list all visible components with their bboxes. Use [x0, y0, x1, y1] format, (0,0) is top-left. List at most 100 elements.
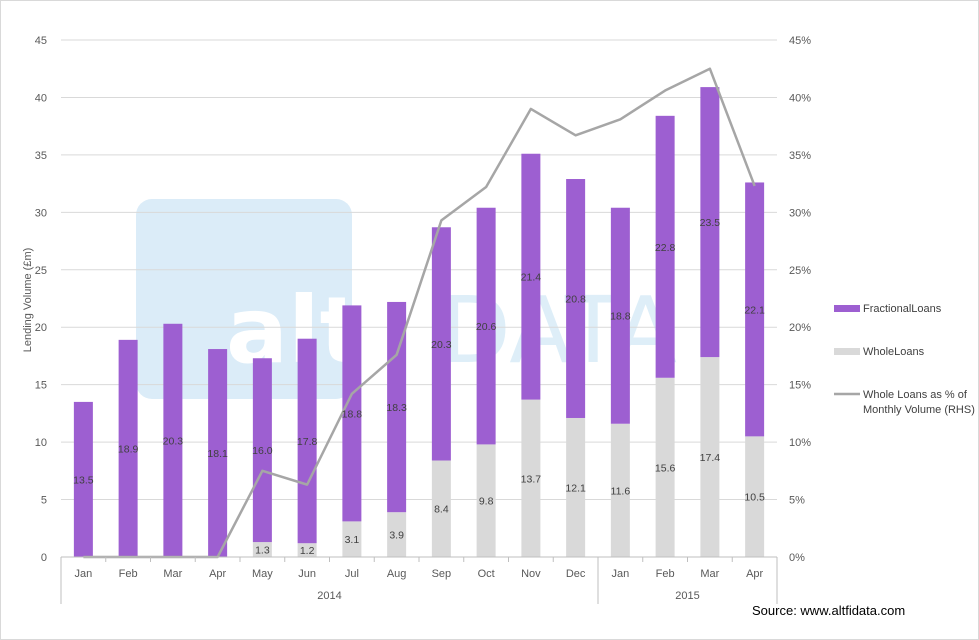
bar-whole-loans: [655, 377, 675, 557]
bar-fractional-loans: [700, 87, 720, 358]
x-tick-label: Nov: [521, 568, 541, 580]
bar-whole-loans: [431, 460, 451, 557]
data-label-fractional: 18.8: [610, 311, 631, 323]
y-tick-label: 30: [35, 207, 47, 219]
y-tick-label: 0: [41, 552, 47, 564]
legend-label-whole: WholeLoans: [863, 346, 925, 358]
bar-whole-loans: [476, 444, 496, 557]
bar-whole-loans: [566, 417, 586, 557]
x-tick-label: Feb: [656, 568, 675, 580]
data-label-whole: 13.7: [521, 473, 542, 485]
source-note: Source: www.altfidata.com: [752, 603, 906, 618]
bar-whole-loans: [610, 423, 630, 557]
y2-tick-label: 15%: [789, 380, 811, 392]
x-tick-label: Aug: [387, 568, 407, 580]
data-labels: 13.5 18.9 20.3 18.1 1.3 16.0 1.2 17.8 3.1 18.8 3.9…: [73, 217, 765, 557]
bar-fractional-loans: [476, 207, 496, 445]
data-label-fractional: 20.8: [565, 294, 586, 306]
x-tick-label: Mar: [163, 568, 182, 580]
y2-tick-label: 20%: [789, 322, 811, 334]
x-tick-label: Jul: [345, 568, 359, 580]
bar-fractional-loans: [431, 227, 451, 461]
bar-whole-loans: [387, 512, 407, 557]
y2-tick-label: 40%: [789, 92, 811, 104]
y2-tick-label: 30%: [789, 207, 811, 219]
x-tick-label: Sep: [432, 568, 452, 580]
data-label-fractional: 22.8: [655, 242, 676, 254]
bar-whole-loans: [297, 543, 317, 557]
x-tick-label: Mar: [700, 568, 719, 580]
bar-whole-loans: [700, 357, 720, 557]
x-tick-label: Apr: [209, 568, 226, 580]
legend-label-line: Whole Loans as % of: [863, 389, 968, 401]
bar-fractional-loans: [208, 349, 228, 557]
bar-fractional-loans: [342, 305, 362, 522]
data-label-whole: 15.6: [655, 462, 676, 474]
bar-whole-loans: [252, 542, 272, 557]
bar-fractional-loans: [297, 338, 317, 544]
y2-tick-label: 45%: [789, 35, 811, 47]
y-tick-label: 20: [35, 322, 47, 334]
y-tick-label: 10: [35, 437, 47, 449]
x-tick-label: Jan: [612, 568, 630, 580]
data-label-whole: 8.4: [434, 504, 449, 516]
data-label-fractional: 18.1: [207, 448, 228, 460]
x-tick-label: Jun: [298, 568, 316, 580]
bar-whole-loans: [521, 399, 541, 557]
x-tick-label: Apr: [746, 568, 763, 580]
bar-whole-loans: [745, 436, 765, 557]
x-tick-label: Feb: [119, 568, 138, 580]
data-label-whole: 3.1: [345, 534, 360, 546]
data-label-whole: 1.2: [300, 545, 315, 557]
data-label-fractional: 13.5: [73, 474, 94, 486]
y2-tick-label: 10%: [789, 437, 811, 449]
data-label-fractional: 23.5: [700, 217, 721, 229]
bar-whole-loans: [342, 521, 362, 557]
data-label-fractional: 22.1: [744, 304, 765, 316]
data-label-fractional: 20.3: [431, 339, 452, 351]
x-tick-label: May: [252, 568, 273, 580]
legend-label-line-2: Monthly Volume (RHS): [863, 404, 975, 416]
year-label: 2015: [675, 590, 699, 602]
y-tick-label: 25: [35, 265, 47, 277]
bar-fractional-loans: [610, 207, 630, 424]
bars: [73, 87, 765, 557]
bar-fractional-loans: [163, 323, 183, 557]
data-label-whole: 3.9: [389, 530, 404, 542]
bar-fractional-loans: [387, 301, 407, 513]
legend-swatch-fractional: [834, 305, 860, 312]
axes: 0 5 10 15 20 25 30 35 40 45 0% 5% 10% 15% 20% 25% 30% 35%…: [35, 35, 811, 604]
data-label-fractional: 20.6: [476, 321, 497, 333]
data-label-whole: 10.5: [744, 492, 765, 504]
y-tick-label: 40: [35, 92, 47, 104]
y-axis-label: Lending Volume (£m): [22, 248, 34, 353]
data-label-fractional: 18.8: [342, 408, 363, 420]
data-label-whole: 12.1: [565, 482, 586, 494]
x-tick-label: Dec: [566, 568, 586, 580]
data-label-whole: 9.8: [479, 496, 494, 508]
bar-fractional-loans: [745, 182, 765, 437]
bar-fractional-loans: [73, 401, 93, 557]
y-tick-label: 45: [35, 35, 47, 47]
x-tick-label: Jan: [75, 568, 93, 580]
data-label-whole: 11.6: [611, 485, 631, 497]
bar-fractional-loans: [655, 115, 675, 378]
y2-tick-label: 25%: [789, 265, 811, 277]
data-label-fractional: 18.9: [118, 443, 139, 455]
x-tick-label: Oct: [478, 568, 495, 580]
data-label-fractional: 16.0: [252, 445, 273, 457]
data-label-fractional: 17.8: [297, 436, 318, 448]
legend: FractionalLoans WholeLoans Whole Loans as …: [834, 303, 975, 416]
data-label-whole: 1.3: [255, 545, 270, 557]
y2-tick-label: 35%: [789, 150, 811, 162]
legend-label-fractional: FractionalLoans: [863, 303, 942, 315]
bar-fractional-loans: [566, 179, 586, 418]
bar-fractional-loans: [252, 358, 272, 543]
y-tick-label: 5: [41, 495, 47, 507]
data-label-fractional: 20.3: [163, 435, 184, 447]
year-label: 2014: [317, 590, 341, 602]
y2-tick-label: 5%: [789, 495, 805, 507]
y-tick-label: 15: [35, 380, 47, 392]
y-tick-label: 35: [35, 150, 47, 162]
